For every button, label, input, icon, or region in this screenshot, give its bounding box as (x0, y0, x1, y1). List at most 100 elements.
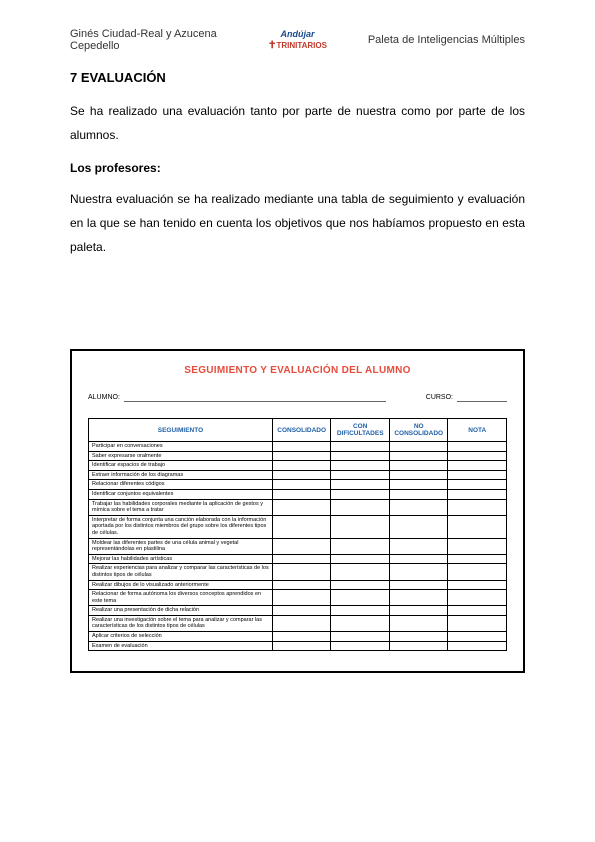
row-cell[interactable] (448, 470, 507, 480)
table-row: Realizar una presentación de dicha relac… (89, 606, 507, 616)
row-cell[interactable] (272, 451, 331, 461)
logo-bottom-row: ✝TRINITARIOS (268, 39, 327, 51)
table-row: Realizar dibujos de lo visualizado anter… (89, 580, 507, 590)
table-row: Participar en conversaciones (89, 442, 507, 452)
row-cell[interactable] (331, 515, 390, 538)
row-cell[interactable] (389, 515, 448, 538)
col-dificultades: CON DIFICULTADES (331, 419, 390, 442)
row-cell[interactable] (331, 442, 390, 452)
row-cell[interactable] (331, 554, 390, 564)
row-label: Identificar espacios de trabajo (89, 461, 273, 471)
row-label: Relacionar de forma autónoma los diverso… (89, 590, 273, 606)
paragraph-1: Se ha realizado una evaluación tanto por… (70, 99, 525, 147)
row-cell[interactable] (272, 480, 331, 490)
row-cell[interactable] (272, 470, 331, 480)
logo-bottom-text: TRINITARIOS (276, 41, 327, 50)
row-cell[interactable] (272, 564, 331, 580)
row-cell[interactable] (272, 515, 331, 538)
row-label: Saber expresarse oralmente (89, 451, 273, 461)
document-header: Ginés Ciudad-Real y Azucena Cepedello An… (70, 28, 525, 52)
curso-input-line[interactable] (457, 394, 507, 402)
row-cell[interactable] (389, 489, 448, 499)
row-cell[interactable] (272, 580, 331, 590)
row-cell[interactable] (331, 641, 390, 651)
row-cell[interactable] (389, 461, 448, 471)
row-cell[interactable] (331, 606, 390, 616)
row-cell[interactable] (448, 590, 507, 606)
row-cell[interactable] (448, 641, 507, 651)
row-label: Realizar una investigación sobre el tema… (89, 615, 273, 631)
row-cell[interactable] (331, 538, 390, 554)
row-cell[interactable] (331, 470, 390, 480)
row-cell[interactable] (389, 606, 448, 616)
row-cell[interactable] (272, 606, 331, 616)
table-row: Realizar una investigación sobre el tema… (89, 615, 507, 631)
row-cell[interactable] (272, 538, 331, 554)
row-cell[interactable] (448, 499, 507, 515)
row-label: Extraer información de los diagramas (89, 470, 273, 480)
row-cell[interactable] (331, 590, 390, 606)
row-label: Realizar una presentación de dicha relac… (89, 606, 273, 616)
row-label: Interpretar de forma conjunta una canció… (89, 515, 273, 538)
row-cell[interactable] (272, 489, 331, 499)
table-row: Extraer información de los diagramas (89, 470, 507, 480)
row-cell[interactable] (272, 615, 331, 631)
row-cell[interactable] (448, 480, 507, 490)
row-cell[interactable] (448, 538, 507, 554)
row-cell[interactable] (389, 470, 448, 480)
row-cell[interactable] (448, 461, 507, 471)
row-cell[interactable] (389, 554, 448, 564)
row-cell[interactable] (389, 499, 448, 515)
row-cell[interactable] (389, 590, 448, 606)
row-label: Relacionar diferentes códigos (89, 480, 273, 490)
row-cell[interactable] (272, 632, 331, 642)
row-cell[interactable] (272, 461, 331, 471)
row-cell[interactable] (448, 564, 507, 580)
table-row: Relacionar de forma autónoma los diverso… (89, 590, 507, 606)
row-cell[interactable] (389, 641, 448, 651)
table-row: Relacionar diferentes códigos (89, 480, 507, 490)
row-cell[interactable] (448, 615, 507, 631)
row-cell[interactable] (331, 461, 390, 471)
row-label: Examen de evaluación (89, 641, 273, 651)
row-cell[interactable] (331, 451, 390, 461)
row-cell[interactable] (331, 632, 390, 642)
row-label: Mejorar las habilidades artísticas (89, 554, 273, 564)
row-cell[interactable] (448, 515, 507, 538)
section-title: 7 EVALUACIÓN (70, 70, 525, 85)
row-cell[interactable] (389, 538, 448, 554)
evaluation-table: SEGUIMIENTO CONSOLIDADO CON DIFICULTADES… (88, 418, 507, 651)
row-cell[interactable] (389, 580, 448, 590)
row-cell[interactable] (448, 442, 507, 452)
evaluation-title: SEGUIMIENTO Y EVALUACIÓN DEL ALUMNO (88, 365, 507, 376)
row-cell[interactable] (272, 499, 331, 515)
row-cell[interactable] (389, 451, 448, 461)
page: Ginés Ciudad-Real y Azucena Cepedello An… (0, 0, 595, 703)
row-cell[interactable] (448, 554, 507, 564)
row-cell[interactable] (389, 480, 448, 490)
row-cell[interactable] (448, 580, 507, 590)
row-cell[interactable] (331, 580, 390, 590)
row-cell[interactable] (272, 641, 331, 651)
row-cell[interactable] (389, 632, 448, 642)
table-row: Examen de evaluación (89, 641, 507, 651)
row-cell[interactable] (389, 615, 448, 631)
row-cell[interactable] (272, 554, 331, 564)
row-cell[interactable] (448, 632, 507, 642)
row-cell[interactable] (448, 451, 507, 461)
row-cell[interactable] (331, 480, 390, 490)
table-row: Aplicar criterios de selección (89, 632, 507, 642)
row-cell[interactable] (389, 442, 448, 452)
row-cell[interactable] (272, 442, 331, 452)
row-cell[interactable] (389, 564, 448, 580)
row-cell[interactable] (331, 564, 390, 580)
row-cell[interactable] (331, 615, 390, 631)
row-cell[interactable] (272, 590, 331, 606)
alumno-input-line[interactable] (124, 394, 386, 402)
row-cell[interactable] (331, 489, 390, 499)
row-cell[interactable] (331, 499, 390, 515)
row-cell[interactable] (448, 606, 507, 616)
row-cell[interactable] (448, 489, 507, 499)
alumno-label: ALUMNO: (88, 394, 120, 402)
evaluation-fields: ALUMNO: CURSO: (88, 394, 507, 402)
